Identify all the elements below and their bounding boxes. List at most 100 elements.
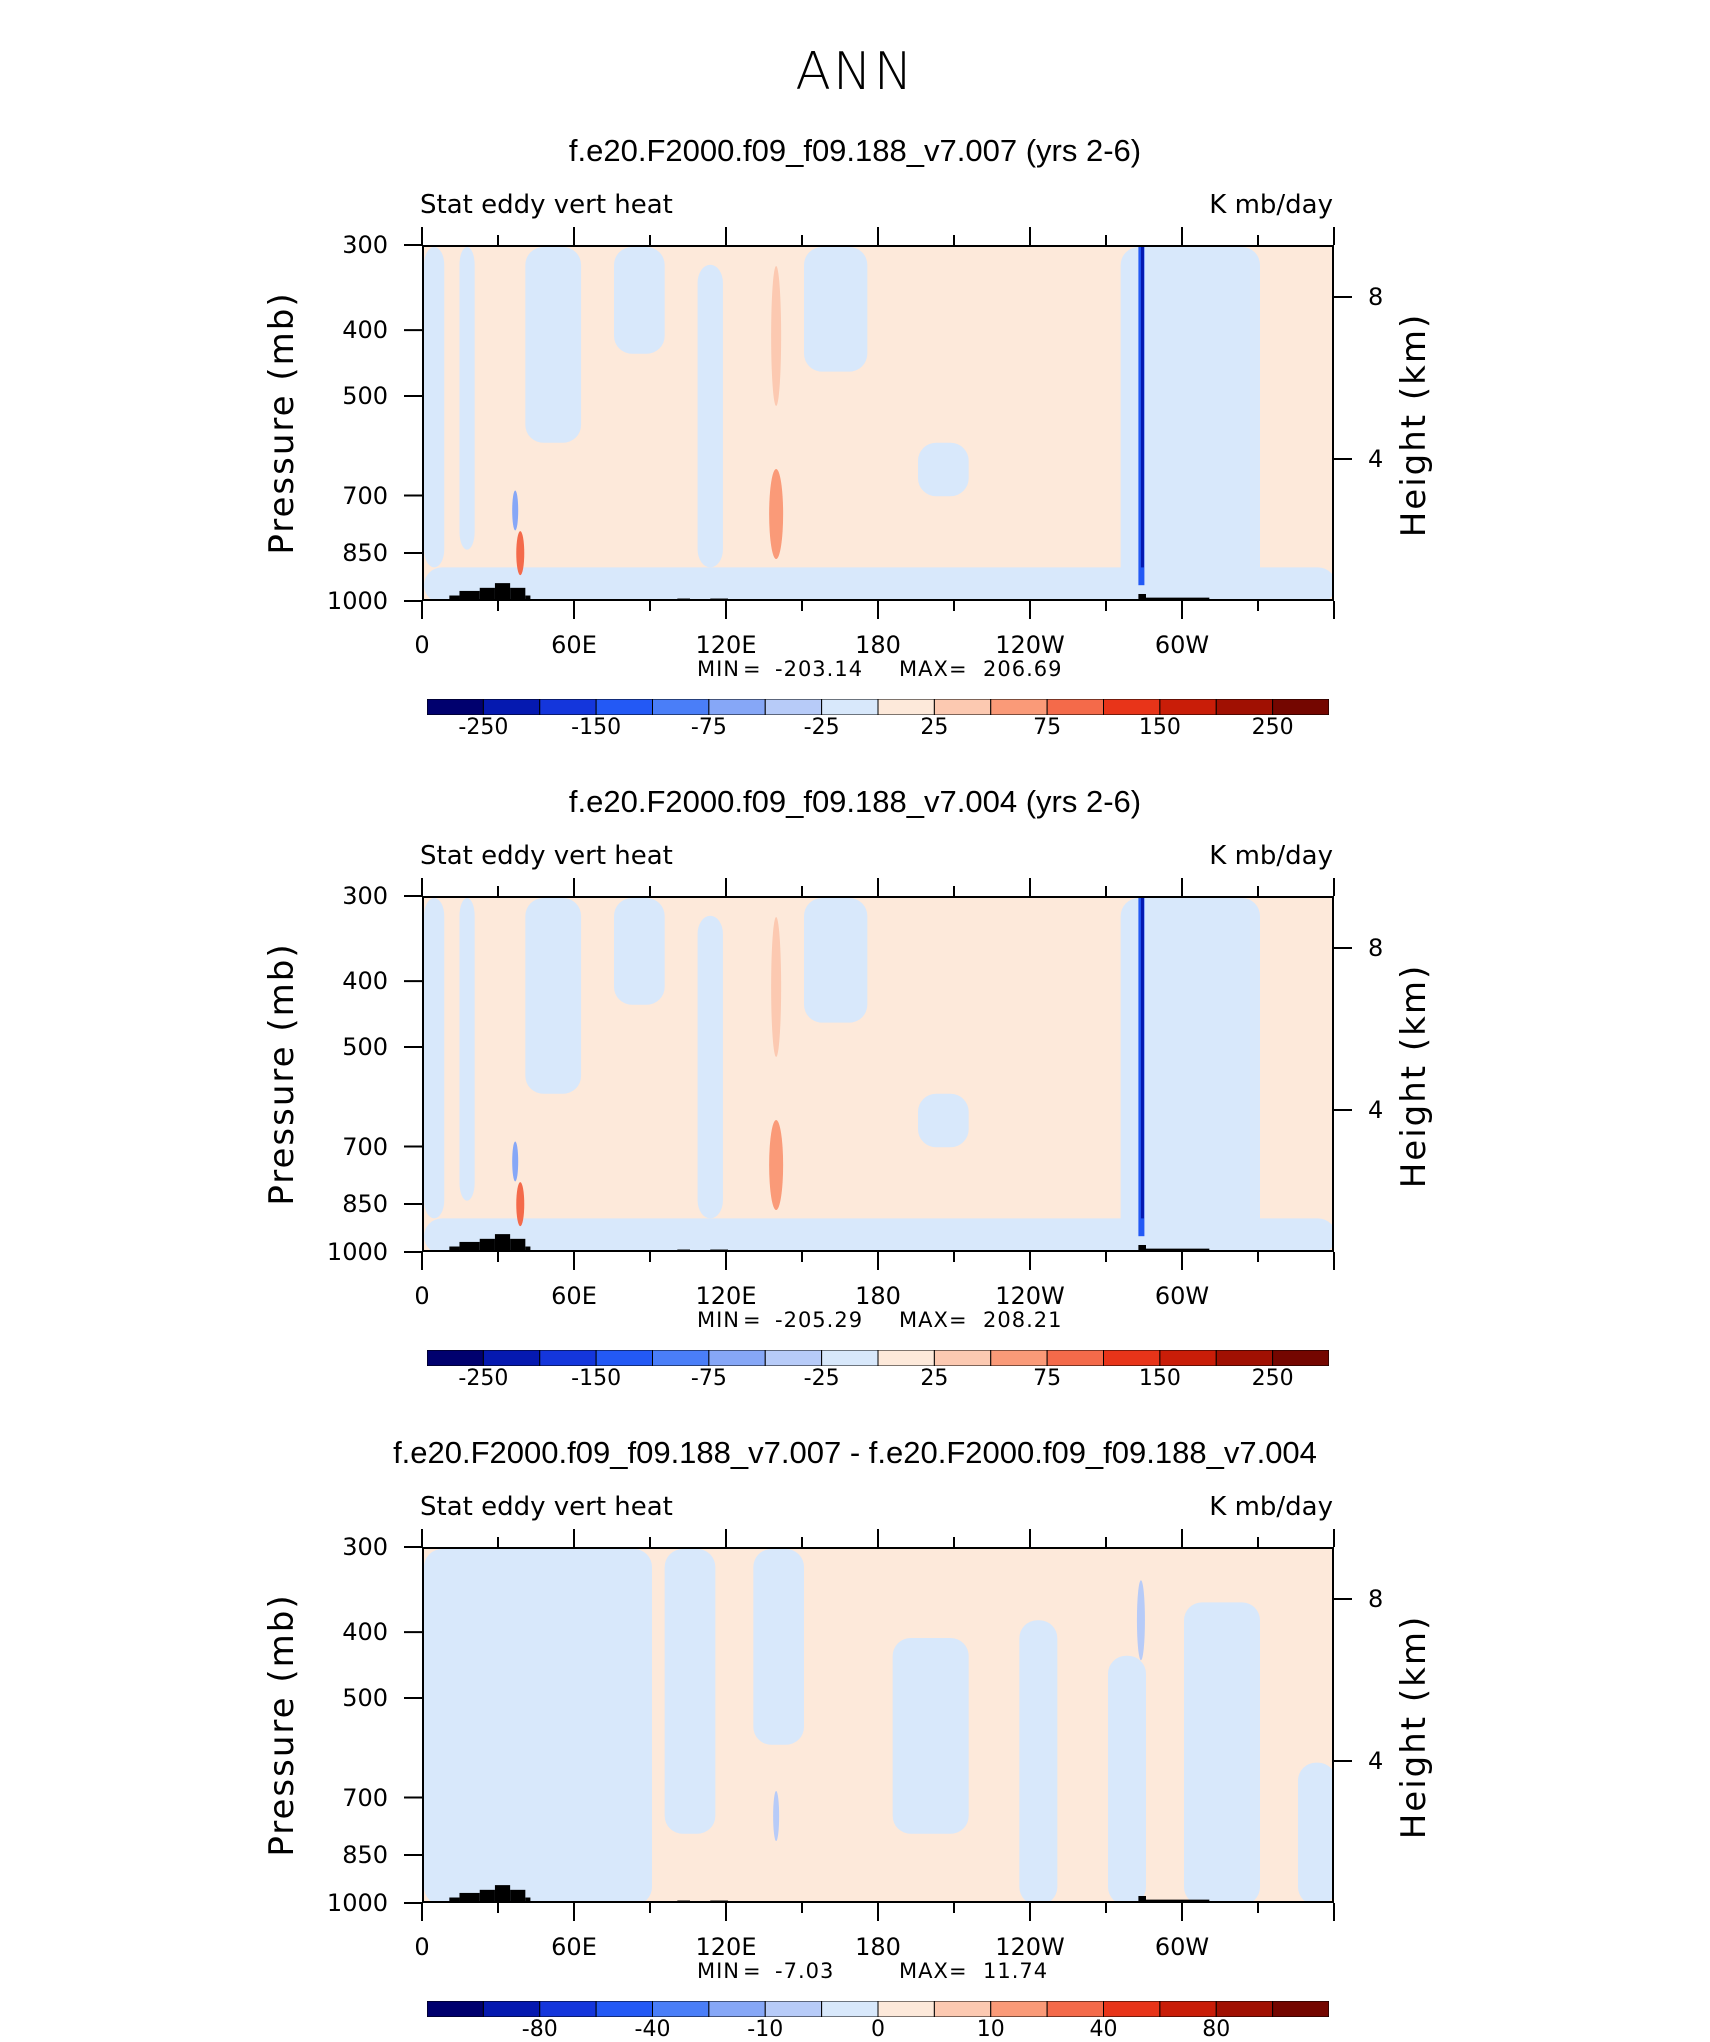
height-tick-label: 4 xyxy=(1368,1747,1384,1775)
colorbar-swatch xyxy=(1103,2001,1161,2017)
y-tick-label: 700 xyxy=(342,481,388,510)
min-value: -205.29 xyxy=(775,1308,864,1332)
contour-plot xyxy=(422,896,1334,1252)
min-equals: = xyxy=(743,1959,762,1983)
colorbar-label: -150 xyxy=(571,1366,622,1391)
x-tick-label: 120E xyxy=(695,631,757,659)
colorbar-label: 10 xyxy=(976,2017,1005,2042)
x-tick-label: 180 xyxy=(855,631,901,659)
min-label: MIN xyxy=(697,1959,741,1983)
x-tick-label: 120W xyxy=(995,1933,1065,1961)
colorbar-label: 150 xyxy=(1138,1366,1181,1391)
colorbar-label: -250 xyxy=(458,1366,509,1391)
contour-plot xyxy=(422,1547,1334,1903)
colorbar-label: -80 xyxy=(521,2017,558,2042)
y-tick-label: 300 xyxy=(342,231,388,259)
max-equals: = xyxy=(949,657,968,681)
contour-field xyxy=(424,247,1332,599)
max-value: 206.69 xyxy=(983,657,1063,681)
colorbar-label: -250 xyxy=(458,715,509,740)
y-tick-label: 500 xyxy=(342,382,388,411)
colorbar-label: -10 xyxy=(747,2017,784,2042)
y-tick-label: 300 xyxy=(342,882,388,910)
height-tick-label: 4 xyxy=(1368,445,1384,473)
x-tick-label: 60W xyxy=(1154,1282,1210,1310)
max-label: MAX xyxy=(899,1959,949,1983)
colorbar-label: -150 xyxy=(571,715,622,740)
y-tick-label: 1000 xyxy=(326,1238,388,1266)
colorbar-label: 250 xyxy=(1251,715,1294,740)
max-value: 11.74 xyxy=(983,1959,1049,1983)
x-tick-label: 0 xyxy=(414,1933,430,1961)
colorbar-label: -40 xyxy=(634,2017,671,2042)
y-tick-label: 850 xyxy=(342,538,388,567)
colorbar-swatch xyxy=(1272,1350,1329,1366)
colorbar-label: -25 xyxy=(803,1366,840,1391)
y-axis-label: Pressure (mb) xyxy=(262,1593,302,1857)
max-value: 208.21 xyxy=(983,1308,1063,1332)
contour-plot xyxy=(422,245,1334,601)
min-value: -203.14 xyxy=(775,657,864,681)
colorbar-label: 250 xyxy=(1251,1366,1294,1391)
units-label: K mb/day xyxy=(1209,841,1333,871)
x-tick-label: 60E xyxy=(551,631,597,659)
x-tick-label: 180 xyxy=(855,1282,901,1310)
x-tick-label: 60W xyxy=(1154,631,1210,659)
colorbar-label: 25 xyxy=(920,1366,949,1391)
colorbar-swatch xyxy=(821,2001,879,2017)
x-tick-label: 120W xyxy=(995,1282,1065,1310)
x-tick-label: 120W xyxy=(995,631,1065,659)
colorbar-label: -25 xyxy=(803,715,840,740)
colorbar-label: -75 xyxy=(690,715,727,740)
units-label: K mb/day xyxy=(1209,1492,1333,1522)
colorbar-swatch xyxy=(764,2001,823,2017)
colorbar-swatch xyxy=(1046,2001,1104,2017)
colorbar-label: 25 xyxy=(920,715,949,740)
min-equals: = xyxy=(743,657,762,681)
x-tick-label: 120E xyxy=(695,1282,757,1310)
x-tick-label: 60E xyxy=(551,1933,597,1961)
panel-title: f.e20.F2000.f09_f09.188_v7.007 (yrs 2-6) xyxy=(568,133,1142,168)
field-label: Stat eddy vert heat xyxy=(420,1492,673,1522)
height-tick-label: 8 xyxy=(1368,1585,1384,1613)
colorbar xyxy=(427,699,1329,715)
max-label: MAX xyxy=(899,1308,949,1332)
colorbar-swatch xyxy=(933,2001,992,2017)
y-tick-label: 700 xyxy=(342,1783,388,1812)
colorbar xyxy=(427,2001,1329,2017)
contour-field xyxy=(424,1549,1332,1901)
min-label: MIN xyxy=(697,1308,741,1332)
x-tick-label: 0 xyxy=(414,1282,430,1310)
y-tick-label: 1000 xyxy=(326,1889,388,1917)
colorbar-swatch xyxy=(539,2001,597,2017)
colorbar-label: 80 xyxy=(1202,2017,1231,2042)
x-tick-label: 60E xyxy=(551,1282,597,1310)
colorbar-swatch xyxy=(1272,2001,1329,2017)
y-tick-label: 850 xyxy=(342,1840,388,1869)
min-label: MIN xyxy=(697,657,741,681)
colorbar-swatch xyxy=(877,2001,935,2017)
colorbar-swatch xyxy=(1159,2001,1217,2017)
colorbar-swatch xyxy=(652,2001,710,2017)
contour-field xyxy=(424,898,1332,1250)
colorbar-swatch xyxy=(1215,2001,1274,2017)
colorbar-swatch xyxy=(990,2001,1048,2017)
y-tick-label: 500 xyxy=(342,1684,388,1713)
min-equals: = xyxy=(743,1308,762,1332)
panel-title: f.e20.F2000.f09_f09.188_v7.004 (yrs 2-6) xyxy=(568,784,1142,819)
colorbar-label: 40 xyxy=(1089,2017,1118,2042)
colorbar-swatch xyxy=(427,2001,484,2017)
height-tick-label: 4 xyxy=(1368,1096,1384,1124)
x-tick-label: 0 xyxy=(414,631,430,659)
max-label: MAX xyxy=(899,657,949,681)
height-tick-label: 8 xyxy=(1368,283,1384,311)
colorbar-swatch xyxy=(595,2001,653,2017)
y-axis-label-right: Height (km) xyxy=(1394,1614,1434,1840)
y-tick-label: 400 xyxy=(342,316,388,345)
x-tick-label: 60W xyxy=(1154,1933,1210,1961)
main-title: ANN xyxy=(795,42,915,102)
colorbar-label: 75 xyxy=(1033,715,1062,740)
y-tick-label: 850 xyxy=(342,1189,388,1218)
